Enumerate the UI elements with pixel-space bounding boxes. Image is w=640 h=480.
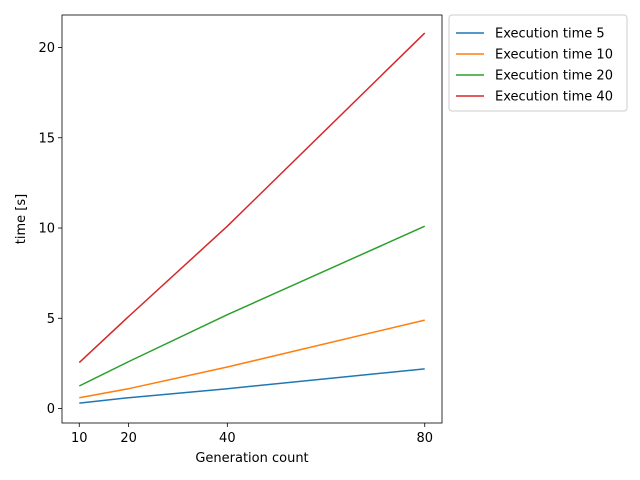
series-line-2 — [79, 319, 425, 399]
legend: Execution time 5 Execution time 10 Executi… — [448, 14, 628, 112]
series-line-4 — [78, 32, 426, 364]
x-axis: 10 20 40 80 — [71, 423, 433, 446]
x-axis-label: Generation count — [195, 451, 308, 466]
legend-label: Execution time 5 — [495, 27, 605, 42]
series-line-1 — [79, 368, 425, 404]
legend-box — [448, 14, 628, 112]
y-axis-label: time [s] — [14, 194, 29, 244]
legend-label: Execution time 40 — [495, 90, 613, 105]
y-tick-label: 15 — [38, 131, 55, 146]
y-tick-label: 5 — [47, 312, 55, 327]
legend-label: Execution time 20 — [495, 69, 613, 84]
x-tick-label: 80 — [416, 431, 433, 446]
plot-lines — [78, 32, 426, 404]
x-tick-label: 40 — [219, 431, 236, 446]
plot-frame — [61, 14, 443, 424]
y-tick-label: 0 — [47, 402, 55, 417]
x-tick-label: 10 — [71, 431, 88, 446]
y-axis: 0 5 10 15 20 — [38, 41, 62, 417]
x-tick-label: 20 — [120, 431, 137, 446]
legend-label: Execution time 10 — [495, 48, 613, 63]
y-tick-label: 10 — [38, 222, 55, 237]
y-tick-label: 20 — [38, 41, 55, 56]
series-line-3 — [78, 225, 426, 387]
